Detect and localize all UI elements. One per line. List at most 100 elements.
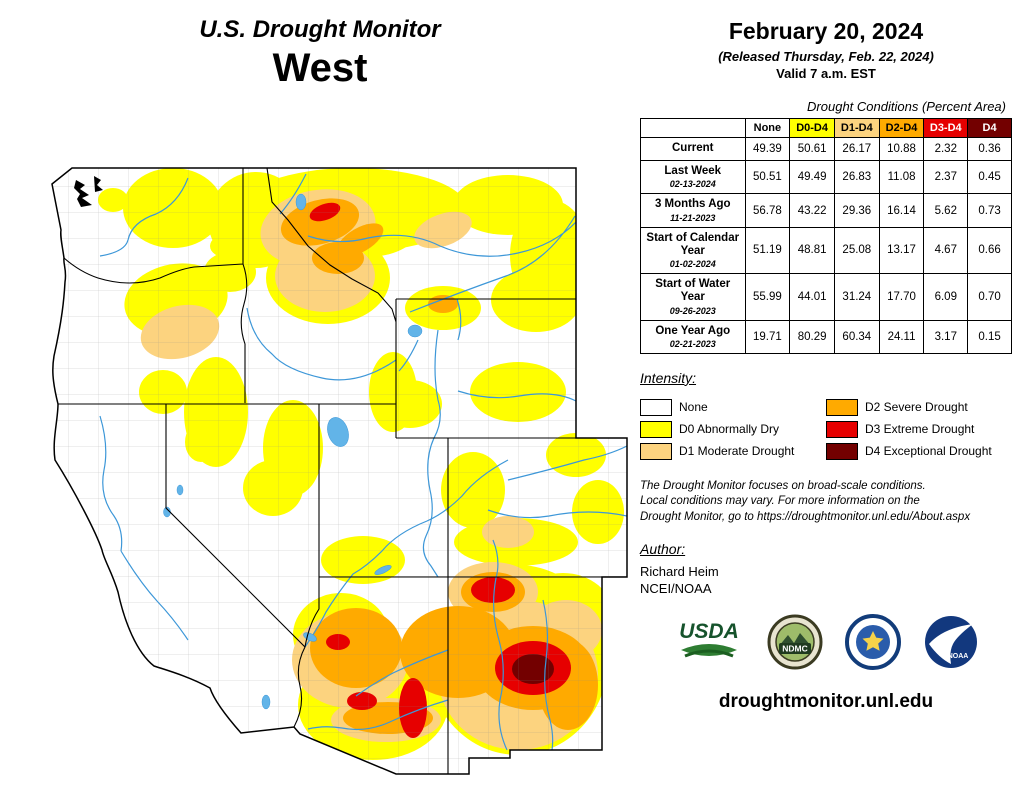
agency-logos: USDA NDMC bbox=[640, 614, 1012, 675]
legend-column-left: None D0 Abnormally Dry D1 Moderate Droug… bbox=[640, 394, 826, 465]
cell: 24.11 bbox=[878, 319, 925, 354]
cell: 10.88 bbox=[878, 136, 925, 162]
cell: 16.14 bbox=[878, 193, 925, 228]
table-row: Start of Water Year 09-26-2023 55.99 44.0… bbox=[640, 273, 1012, 321]
cell: 11.08 bbox=[878, 160, 925, 195]
table-row: 3 Months Ago 11-21-2023 56.78 43.22 29.36… bbox=[640, 193, 1012, 228]
author-heading: Author: bbox=[640, 541, 686, 558]
cell: 0.15 bbox=[967, 319, 1012, 354]
map-date: February 20, 2024 bbox=[728, 18, 924, 44]
disclaimer-line: The Drought Monitor focuses on broad-sca… bbox=[640, 479, 926, 492]
cell: 44.01 bbox=[789, 273, 835, 321]
usda-logo: USDA bbox=[673, 614, 745, 675]
svg-text:USDA: USDA bbox=[679, 620, 739, 643]
title-block: U.S. Drought Monitor West bbox=[60, 16, 580, 91]
cell: 6.09 bbox=[923, 273, 969, 321]
commerce-seal bbox=[845, 614, 901, 675]
row-sublabel: 02-21-2023 bbox=[669, 338, 716, 349]
lakes bbox=[163, 193, 423, 710]
legend-item: D4 Exceptional Drought bbox=[826, 442, 1012, 460]
county-grid bbox=[52, 168, 627, 774]
table-corner-cell bbox=[640, 118, 746, 138]
legend-swatch-d4 bbox=[826, 442, 858, 460]
legend-label: None bbox=[679, 400, 708, 415]
noaa-logo: NOAA bbox=[923, 614, 979, 675]
legend-item: D2 Severe Drought bbox=[826, 398, 1012, 416]
drought-map-svg bbox=[51, 167, 628, 775]
cell: 55.99 bbox=[744, 273, 791, 321]
table-caption: Drought Conditions (Percent Area) bbox=[807, 99, 1006, 114]
cell: 26.83 bbox=[833, 160, 880, 195]
report-title: U.S. Drought Monitor bbox=[199, 16, 441, 43]
row-label: Current bbox=[671, 142, 714, 154]
table-row: Start of Calendar Year 01-02-2024 51.19 4… bbox=[640, 226, 1012, 275]
disclaimer-line: Drought Monitor, go to https://droughtmo… bbox=[640, 510, 971, 523]
row-sublabel: 11-21-2023 bbox=[670, 212, 716, 223]
cell: 4.67 bbox=[923, 226, 969, 275]
legend-column-right: D2 Severe Drought D3 Extreme Drought D4 … bbox=[826, 394, 1012, 465]
author-name: Richard Heim bbox=[640, 564, 719, 580]
col-header-none: None bbox=[744, 118, 791, 138]
svg-text:NDMC: NDMC bbox=[782, 644, 808, 654]
website-url: droughtmonitor.unl.edu bbox=[718, 691, 934, 713]
legend-item: D0 Abnormally Dry bbox=[640, 420, 826, 438]
cell: 25.08 bbox=[833, 226, 880, 275]
cell: 49.49 bbox=[789, 160, 835, 195]
cell: 26.17 bbox=[833, 136, 880, 162]
row-sublabel: 09-26-2023 bbox=[669, 305, 716, 316]
cell: 0.36 bbox=[967, 136, 1012, 162]
legend-swatch-none bbox=[640, 398, 672, 416]
cell: 60.34 bbox=[833, 319, 880, 354]
disclaimer: The Drought Monitor focuses on broad-sca… bbox=[640, 479, 1012, 526]
intensity-heading: Intensity: bbox=[640, 369, 697, 386]
released-date: (Released Thursday, Feb. 22, 2024) bbox=[718, 49, 934, 64]
state-borders bbox=[58, 167, 627, 774]
table-row: Current 49.39 50.61 26.17 10.88 2.32 0.3… bbox=[640, 136, 1012, 162]
legend-swatch-d3 bbox=[826, 420, 858, 438]
cell: 29.36 bbox=[833, 193, 880, 228]
row-sublabel: 01-02-2024 bbox=[669, 259, 716, 270]
info-panel: February 20, 2024 (Released Thursday, Fe… bbox=[640, 18, 1012, 713]
cell: 56.78 bbox=[744, 193, 791, 228]
legend-item: D1 Moderate Drought bbox=[640, 442, 826, 460]
row-label: One Year Ago bbox=[655, 324, 731, 337]
col-header-d3d4: D3-D4 bbox=[923, 118, 969, 138]
valid-time: Valid 7 a.m. EST bbox=[776, 66, 876, 81]
cell: 19.71 bbox=[744, 319, 791, 354]
cell: 80.29 bbox=[789, 319, 835, 354]
cell: 51.19 bbox=[744, 226, 791, 275]
cell: 13.17 bbox=[878, 226, 925, 275]
region-title: West bbox=[272, 46, 368, 90]
row-sublabel: 02-13-2024 bbox=[669, 179, 716, 190]
col-header-d0d4: D0-D4 bbox=[789, 118, 835, 138]
table-row: Last Week 02-13-2024 50.51 49.49 26.83 11… bbox=[640, 160, 1012, 195]
map-fill-layers bbox=[52, 168, 627, 774]
svg-text:NOAA: NOAA bbox=[948, 653, 969, 660]
table-header-row: None D0-D4 D1-D4 D2-D4 D3-D4 D4 bbox=[640, 118, 1012, 138]
cell: 31.24 bbox=[833, 273, 880, 321]
cell: 0.70 bbox=[967, 273, 1012, 321]
cell: 49.39 bbox=[744, 136, 791, 162]
col-header-d2d4: D2-D4 bbox=[878, 118, 925, 138]
ndmc-logo: NDMC bbox=[767, 614, 823, 675]
row-label: Last Week bbox=[664, 165, 722, 178]
legend-label: D0 Abnormally Dry bbox=[679, 422, 780, 437]
row-label: Start of Water Year bbox=[655, 278, 731, 304]
legend-label: D1 Moderate Drought bbox=[679, 444, 795, 459]
cell: 0.66 bbox=[967, 226, 1012, 275]
coastline-detail bbox=[74, 176, 103, 207]
disclaimer-line: Local conditions may vary. For more info… bbox=[640, 495, 920, 508]
cell: 2.37 bbox=[923, 160, 969, 195]
cell: 43.22 bbox=[789, 193, 835, 228]
cell: 5.62 bbox=[923, 193, 969, 228]
cell: 2.32 bbox=[923, 136, 969, 162]
legend-swatch-d2 bbox=[826, 398, 858, 416]
drought-conditions-table: None D0-D4 D1-D4 D2-D4 D3-D4 D4 Current … bbox=[640, 118, 1012, 354]
legend-item: None bbox=[640, 398, 826, 416]
drought-map bbox=[38, 160, 630, 787]
author-org: NCEI/NOAA bbox=[640, 581, 712, 597]
cell: 0.45 bbox=[967, 160, 1012, 195]
cell: 0.73 bbox=[967, 193, 1012, 228]
table-row: One Year Ago 02-21-2023 19.71 80.29 60.34… bbox=[640, 319, 1012, 354]
